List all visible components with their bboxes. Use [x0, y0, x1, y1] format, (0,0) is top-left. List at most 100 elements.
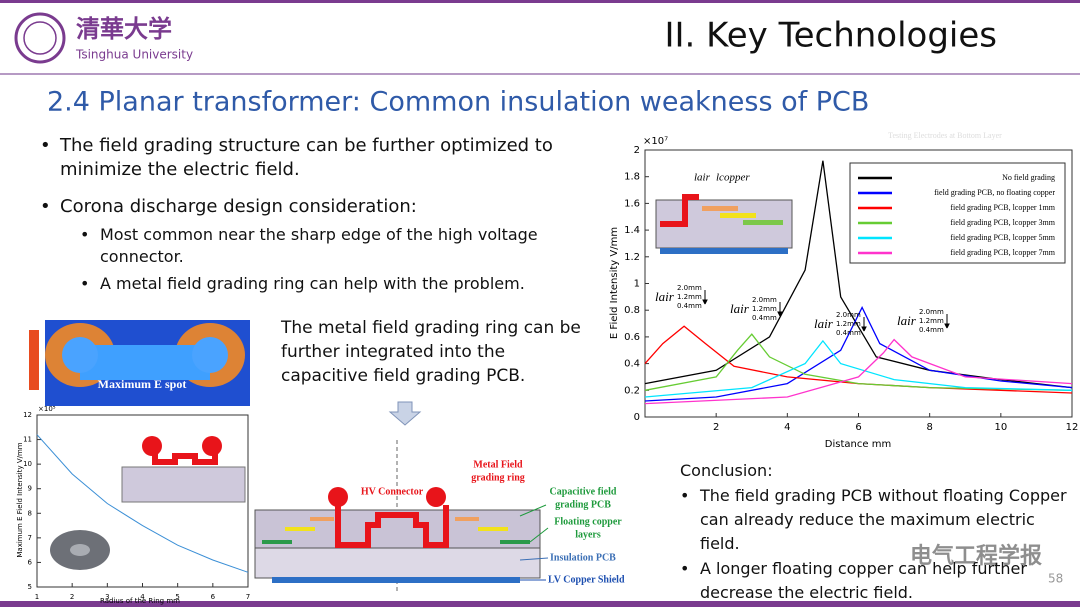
bottom-bar — [0, 601, 1080, 607]
diagram-label: Floating copper — [554, 516, 622, 527]
x-tick-label: 6 — [211, 593, 216, 601]
x-tick-label: 7 — [246, 593, 250, 601]
x-tick-label: 1 — [35, 593, 39, 601]
y-tick-label: 0 — [634, 412, 640, 423]
inset-copper — [743, 220, 783, 225]
x-tick-label: 8 — [926, 422, 932, 433]
diagram-label: Insulation PCB — [550, 552, 616, 563]
gap-arrow — [944, 314, 950, 329]
diagram-label: Capacitive field — [550, 486, 617, 497]
leader — [529, 527, 549, 543]
series-line — [36, 434, 249, 573]
x-tick-label: 4 — [140, 593, 145, 601]
x-tick-label: 12 — [1066, 422, 1079, 433]
y-tick-label: 0.4 — [624, 359, 640, 370]
x-tick-label: 2 — [713, 422, 719, 433]
sub-bullet: Most common near the sharp edge of the h… — [80, 224, 570, 268]
gap-arrow — [702, 290, 708, 305]
axis-exponent: ×10⁵ — [38, 405, 56, 413]
legend-label: field grading PCB, lcopper 7mm — [950, 248, 1055, 257]
gap-note: 1.2mm — [677, 293, 702, 301]
x-axis-label: Distance mm — [825, 439, 891, 450]
gap-note: 1.2mm — [836, 320, 861, 328]
gap-symbol: lair — [655, 289, 675, 304]
y-tick-label: 7 — [28, 534, 32, 542]
gap-note: 0.4mm — [677, 302, 702, 310]
y-axis-label: E Field Intensity V/mm — [609, 227, 620, 339]
y-tick-label: 9 — [28, 485, 32, 493]
y-tick-label: 12 — [23, 411, 32, 419]
simulation-label: Maximum E spot — [98, 377, 187, 391]
legend-label: field grading PCB, no floating copper — [934, 188, 1055, 197]
gap-symbol: lair — [814, 316, 834, 331]
ring-section — [62, 337, 98, 373]
x-tick-label: 10 — [994, 422, 1007, 433]
diagram-label: grading PCB — [555, 499, 611, 510]
logo-cn: 清華大学 — [76, 15, 172, 43]
diagram-label: LV Copper Shield — [548, 574, 625, 585]
leader — [519, 557, 549, 561]
simulation-colorbar — [29, 330, 39, 390]
gap-note: 2.0mm — [752, 296, 777, 304]
y-tick-label: 1 — [634, 279, 640, 290]
insulation-pcb — [254, 547, 541, 579]
copper-layer — [478, 527, 508, 531]
faint-note: Testing Electrodes at Bottom Layer — [888, 131, 1002, 140]
y-tick-label: 10 — [23, 460, 32, 468]
logo-seal-inner — [23, 21, 57, 55]
gap-symbol: lair — [730, 301, 750, 316]
y-tick-label: 1.6 — [624, 198, 640, 209]
gap-note: 1.2mm — [752, 305, 777, 313]
grading-ring — [328, 487, 348, 507]
y-tick-label: 5 — [28, 583, 32, 591]
y-tick-label: 6 — [28, 558, 33, 566]
legend-label: field grading PCB, lcopper 3mm — [950, 218, 1055, 227]
top-bar — [0, 0, 1080, 3]
inset-connector — [660, 194, 699, 227]
series-line — [644, 338, 1073, 405]
x-tick-label: 3 — [105, 593, 109, 601]
ring-inset-ring — [142, 436, 162, 456]
y-tick-label: 0.8 — [624, 305, 640, 316]
leader — [519, 504, 547, 517]
ring-section — [192, 337, 228, 373]
copper-layer — [455, 517, 479, 521]
logo-en: Tsinghua University — [75, 48, 193, 62]
series-line — [644, 333, 1073, 391]
grading-ring — [426, 487, 446, 507]
x-tick-label: 4 — [784, 422, 790, 433]
bullet: The field grading structure can be furth… — [40, 134, 560, 182]
ring-photo-hole — [70, 544, 90, 556]
diagram-label: HV Connector — [361, 486, 424, 497]
diagram-label: grading ring — [471, 472, 525, 483]
y-tick-label: 2 — [634, 145, 640, 156]
ring-inset-ring — [202, 436, 222, 456]
section-title: II. Key Technologies — [664, 16, 997, 56]
inset-label: lcopper — [716, 172, 750, 184]
legend-box — [849, 162, 1066, 264]
copper-layer — [500, 540, 530, 544]
diagram-label: layers — [575, 529, 601, 540]
lv-shield — [272, 577, 520, 583]
inset-copper — [702, 206, 738, 211]
series-line — [644, 339, 1073, 398]
y-tick-label: 8 — [28, 509, 32, 517]
down-arrow — [388, 401, 422, 426]
y-tick-label: 1.4 — [624, 225, 640, 236]
gap-note: 0.4mm — [752, 314, 777, 322]
inset-copper — [720, 213, 756, 218]
legend-label: field grading PCB, lcopper 1mm — [950, 203, 1055, 212]
gap-note: 2.0mm — [919, 308, 944, 316]
y-tick-label: 1.2 — [624, 252, 640, 263]
series-line — [644, 160, 1073, 389]
conclusion-heading: Conclusion: — [680, 461, 773, 480]
inset-shield — [660, 248, 788, 254]
logo-seal — [14, 12, 66, 64]
gap-note: 0.4mm — [919, 326, 944, 334]
legend-label: field grading PCB, lcopper 5mm — [950, 233, 1055, 242]
inset-label: lair — [694, 172, 711, 184]
bullet: Corona discharge design consideration: — [40, 195, 560, 219]
ring-inset-connector — [152, 450, 218, 465]
